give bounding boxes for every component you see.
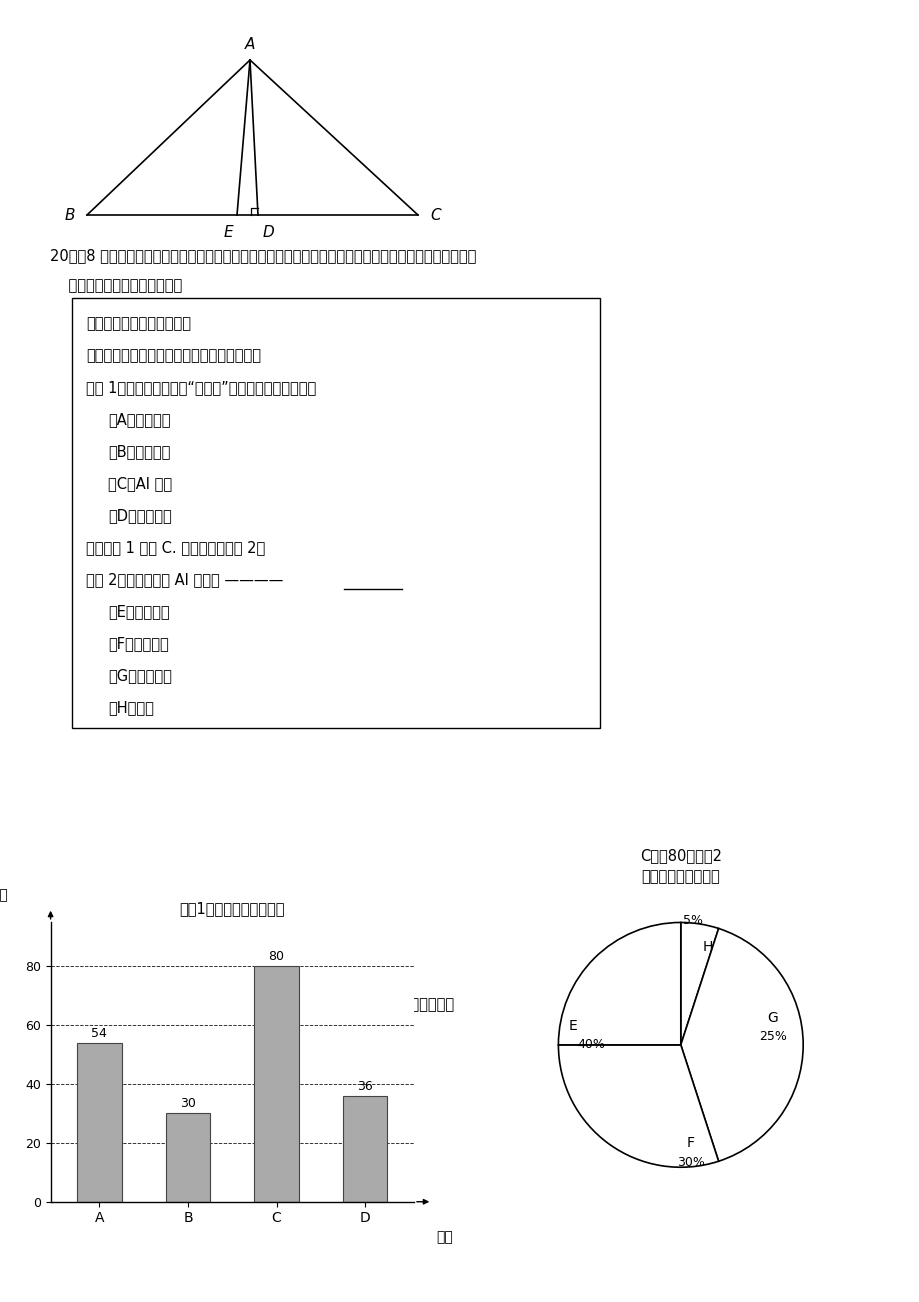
- Wedge shape: [558, 1044, 718, 1167]
- Bar: [72, 298, 599, 728]
- Text: （D）科学魔术: （D）科学魔术: [108, 508, 172, 523]
- Text: （2）菜鸡学校共有 1200 名学生，根据统计信息，估计该校最喜爱“科普讲座”的学生人数．: （2）菜鸡学校共有 1200 名学生，根据统计信息，估计该校最喜爱“科普讲座”的…: [68, 996, 454, 1010]
- Text: 问题 1：在以下四类科学“嘉年华”项目中，你最喜爱的是: 问题 1：在以下四类科学“嘉年华”项目中，你最喜爱的是: [85, 380, 316, 395]
- Text: 30%: 30%: [675, 1156, 704, 1169]
- Text: 5%: 5%: [682, 914, 702, 927]
- Text: 如果问题 1 选择 C. 请继续回答问题 2．: 如果问题 1 选择 C. 请继续回答问题 2．: [85, 540, 265, 555]
- Bar: [77, 1043, 121, 1202]
- Text: B: B: [64, 207, 75, 223]
- Bar: [165, 1113, 210, 1202]
- Text: 问题 2：你更关注的 AI 应用是 ————: 问题 2：你更关注的 AI 应用是 ————: [85, 572, 283, 587]
- Text: 以下问题均为单选题，请根据实际情况填写．: 以下问题均为单选题，请根据实际情况填写．: [85, 348, 261, 363]
- Text: 选项: 选项: [436, 1229, 452, 1243]
- Text: （1）本次调查中最喜爱“AI应用”的学生中更关注“辅助学习”有多少人？: （1）本次调查中最喜爱“AI应用”的学生中更关注“辅助学习”有多少人？: [68, 963, 365, 978]
- Bar: [255, 966, 299, 1202]
- Text: （B）科幻电影: （B）科幻电影: [108, 444, 170, 460]
- Text: H: H: [702, 940, 712, 954]
- Text: D: D: [263, 225, 275, 240]
- Text: 36: 36: [357, 1079, 373, 1092]
- Text: F: F: [686, 1135, 694, 1150]
- Text: 查问卷和统计结果描述如下：: 查问卷和统计结果描述如下：: [50, 279, 182, 293]
- Text: 40%: 40%: [577, 1039, 605, 1051]
- Title: 问题1答题情况条形统计图: 问题1答题情况条形统计图: [179, 901, 285, 917]
- Text: E: E: [568, 1019, 577, 1034]
- Text: （H）其他: （H）其他: [108, 700, 153, 715]
- Text: （E）辅助学习: （E）辅助学习: [108, 604, 169, 618]
- Wedge shape: [680, 928, 802, 1161]
- Text: （F）虚拟体验: （F）虚拟体验: [108, 635, 168, 651]
- Text: 80: 80: [268, 950, 284, 963]
- Title: C类中80人问题2
答题情况扇形统计图: C类中80人问题2 答题情况扇形统计图: [639, 848, 721, 884]
- Text: 人数: 人数: [0, 888, 8, 902]
- Text: 25%: 25%: [758, 1030, 786, 1043]
- Text: C: C: [429, 207, 440, 223]
- Text: E: E: [223, 225, 233, 240]
- Bar: [343, 1096, 387, 1202]
- Text: （A）科普讲座: （A）科普讲座: [108, 411, 170, 427]
- Text: 54: 54: [91, 1027, 108, 1040]
- Text: G: G: [766, 1010, 777, 1025]
- Text: （C）AI 应用: （C）AI 应用: [108, 477, 172, 491]
- Wedge shape: [680, 922, 718, 1044]
- Text: A: A: [244, 36, 255, 52]
- Text: 根据以上信息．解答下列问题：: 根据以上信息．解答下列问题：: [50, 930, 173, 945]
- Text: 30: 30: [180, 1098, 196, 1111]
- Wedge shape: [558, 922, 680, 1044]
- Text: （G）智能生活: （G）智能生活: [108, 668, 172, 684]
- Text: 20．（8 分）某校开展科学活动．为了解学生对活动项目的喜爱情况，随机抽取部分学生进行问卷调查．调: 20．（8 分）某校开展科学活动．为了解学生对活动项目的喜爱情况，随机抽取部分学…: [50, 247, 476, 263]
- Text: 科学活动喜爱项目调查问卷: 科学活动喜爱项目调查问卷: [85, 316, 191, 331]
